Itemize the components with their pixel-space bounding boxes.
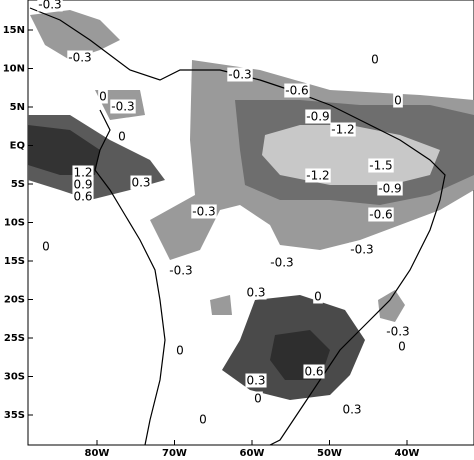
contour-label: 1.2 [73,166,92,180]
label-box [245,373,267,388]
contour-label: -0.6 [369,208,392,222]
contour-label: -0.3 [68,51,91,65]
label-box [377,181,403,196]
lon-label: 70W [162,448,187,459]
label-box [341,402,363,417]
lat-label: 5N [10,102,25,113]
label-box [393,93,403,108]
label-box [72,165,94,180]
label-box [305,109,331,124]
label-box [72,189,94,204]
lat-label: 5S [11,179,25,190]
contour-label: -0.3 [350,243,373,257]
label-box [370,52,380,67]
contour-label: -0.3 [386,325,409,339]
label-box [349,242,375,257]
label-box [175,343,185,358]
contour-label: -0.3 [228,68,251,82]
label-box [245,285,267,300]
contour-label: 0 [394,94,402,108]
contour-label: 0 [42,240,50,254]
contour-label: -0.6 [285,84,308,98]
contour-label: -0.9 [378,182,401,196]
lat-label: 15S [4,256,25,267]
label-box [98,89,108,104]
contour-label: 0 [199,413,207,427]
contour-label: 0 [398,340,406,354]
label-box [168,263,194,278]
contour-label: 0.6 [304,365,323,379]
label-box [198,412,208,427]
label-box [397,339,407,354]
contour-label: 0 [314,290,322,304]
label-box [330,122,356,137]
negative-region [210,295,232,315]
label-box [253,391,263,406]
lat-label: 15N [3,25,25,36]
lon-label: 40W [395,448,420,459]
negative-region [30,10,120,60]
contour-label: -0.3 [111,100,134,114]
label-box [368,158,394,173]
lat-label: 10S [4,218,25,229]
contour-label: 0 [176,344,184,358]
label-box [117,129,127,144]
label-box [385,324,411,339]
contour-label: -0.9 [306,110,329,124]
contour-label: -0.3 [270,256,293,270]
shading [28,10,474,400]
contour-label: -1.2 [306,169,329,183]
contour-label: -1.5 [369,159,392,173]
label-box [303,364,325,379]
contour-label: 0.3 [131,176,150,190]
label-box [41,239,51,254]
contour-label: 0.3 [342,403,361,417]
lat-label: 25S [4,333,25,344]
positive-core [28,125,100,175]
contour-label: 0.3 [246,374,265,388]
contour-label: 0 [99,90,107,104]
tick-labels: 15N 10N 5N EQ 5S 10S 15S 20S 25S 30S 35S 80W 70W 60W 5… [3,25,420,459]
label-box [305,168,331,183]
contour-label: -1.2 [331,123,354,137]
contour-label: 0.3 [246,286,265,300]
label-box [67,50,93,65]
lat-label: 20S [4,295,25,306]
contour-label: -0.3 [38,0,61,12]
label-box [313,289,323,304]
contour-label: 0.6 [73,190,92,204]
lon-label: 60W [240,448,265,459]
contour-label: 0 [254,392,262,406]
negative-region [378,290,405,322]
lat-label: 35S [4,410,25,421]
contour-label: -0.3 [192,205,215,219]
label-box [72,177,94,192]
lon-label: 50W [317,448,342,459]
label-box [269,255,295,270]
label-box [110,99,136,114]
contour-label: 0 [118,130,126,144]
lat-label: 10N [3,64,25,75]
contour-labels: -0.3-0.30-0.301.20.90.60.3-0.3-0.600-0.9… [37,0,411,427]
label-box [191,204,217,219]
label-box [368,207,394,222]
lat-label: 30S [4,372,25,383]
lat-label: EQ [10,141,25,152]
label-box [227,67,253,82]
label-box [284,83,310,98]
label-box [130,175,152,190]
coastline [29,7,446,446]
contour-label: 0.9 [73,178,92,192]
contour-label: 0 [371,53,379,67]
contour-label: -0.3 [169,264,192,278]
label-box [37,0,63,12]
lon-label: 80W [85,448,110,459]
